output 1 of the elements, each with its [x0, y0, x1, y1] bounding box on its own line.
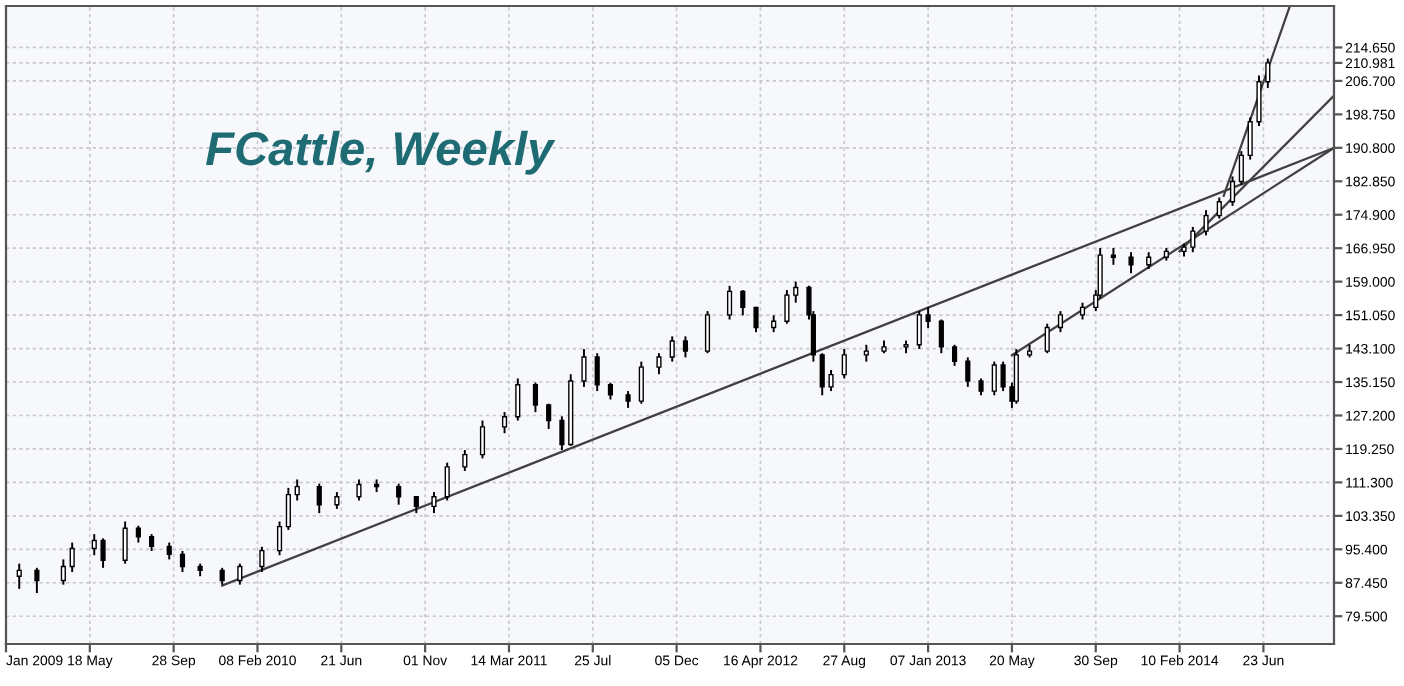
text: FCattle, Weekly	[206, 130, 556, 175]
